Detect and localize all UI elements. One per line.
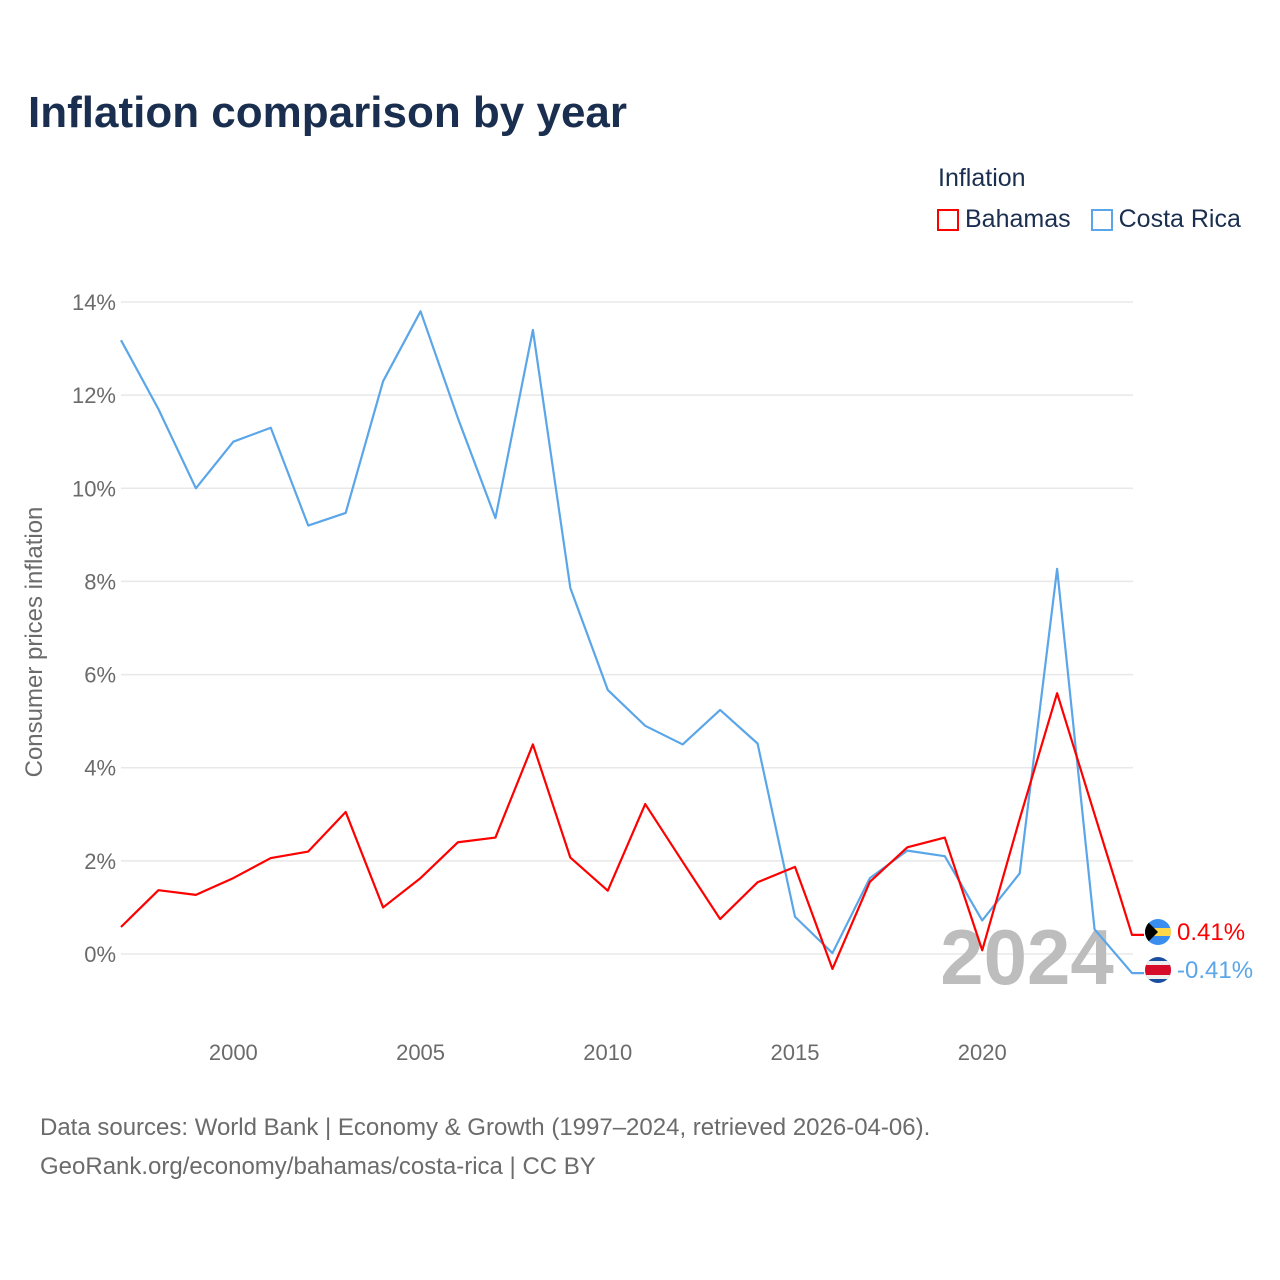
x-tick-label: 2010	[583, 1040, 632, 1065]
y-tick-label: 14%	[72, 290, 116, 315]
legend: Bahamas Costa Rica	[937, 205, 1241, 234]
legend-swatch-costa-rica	[1090, 208, 1113, 231]
source-link[interactable]: GeoRank.org/economy/bahamas/costa-rica |…	[40, 1153, 596, 1180]
chart-title: Inflation comparison by year	[28, 88, 628, 137]
legend-label: Costa Rica	[1118, 205, 1241, 233]
legend-swatch-bahamas	[937, 208, 959, 231]
legend-item-bahamas[interactable]: Bahamas	[937, 205, 1071, 234]
y-tick-label: 2%	[84, 849, 116, 874]
y-axis-label: Consumer prices inflation	[21, 507, 48, 778]
end-value-label-bahamas: 0.41%	[1177, 919, 1245, 946]
legend-title: Inflation	[938, 164, 1026, 192]
x-tick-label: 2020	[958, 1040, 1007, 1065]
series-line-bahamas	[120, 692, 1144, 971]
series-line-costa-rica	[120, 310, 1144, 975]
y-tick-label: 6%	[84, 663, 116, 688]
x-tick-label: 2005	[396, 1040, 445, 1065]
y-tick-label: 12%	[72, 383, 116, 408]
source-line: Data sources: World Bank | Economy & Gro…	[40, 1114, 931, 1141]
source-note: Data sources: World Bank | Economy & Gro…	[40, 1108, 930, 1186]
bahamas-flag-icon	[1145, 919, 1171, 945]
x-tick-label: 2015	[771, 1040, 820, 1065]
end-value-label-costa-rica: -0.41%	[1177, 957, 1253, 984]
y-tick-label: 8%	[84, 569, 116, 594]
current-year-watermark: 2024	[940, 913, 1114, 1001]
legend-item-costa-rica[interactable]: Costa Rica	[1090, 205, 1241, 234]
y-tick-label: 0%	[84, 942, 116, 967]
x-tick-label: 2000	[209, 1040, 258, 1065]
y-tick-label: 4%	[84, 756, 116, 781]
legend-label: Bahamas	[965, 205, 1071, 233]
costa-rica-flag-icon	[1145, 957, 1171, 983]
y-tick-label: 10%	[72, 476, 116, 501]
